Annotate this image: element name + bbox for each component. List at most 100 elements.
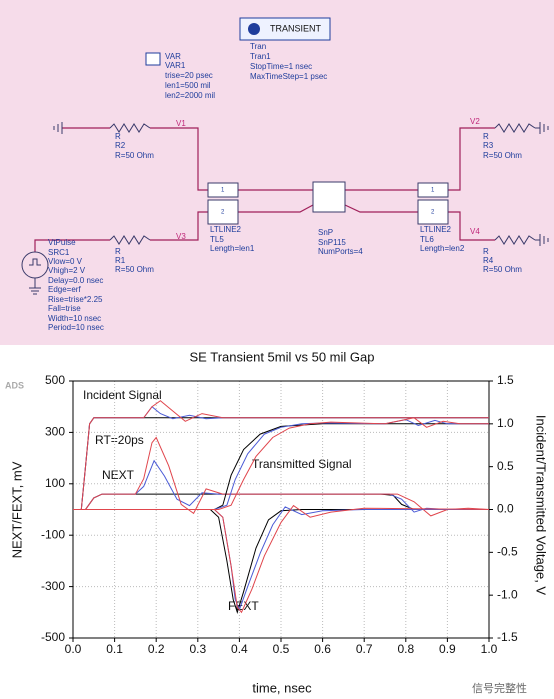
y-tick-label: 300 [45,425,65,439]
label: Length=len2 [420,244,465,253]
wires [34,127,495,252]
label: R [115,132,121,141]
label: len1=500 mil [165,81,211,90]
series-line [73,419,489,510]
snp-box [312,181,346,213]
series-line [73,504,490,614]
label: StopTime=1 nsec [250,62,312,71]
node-label: V1 [176,119,186,128]
label: Tran [250,42,266,51]
x-axis-label: time, nsec [252,680,312,695]
x-tick-label: 0.1 [106,642,123,656]
var-icon-box [145,52,161,66]
annotation: Transmitted Signal [252,457,352,471]
y2-tick-label: 0.0 [497,502,514,516]
y2-tick-label: 1.5 [497,373,514,387]
y-tick-label: -100 [41,527,65,541]
label: R2 [115,141,126,150]
label: Fall=trise [48,304,81,313]
label: len2=2000 mil [165,91,215,100]
label: R3 [483,141,494,150]
x-tick-label: 0.0 [65,642,82,656]
annotation: RT=20ps [95,433,144,447]
label: R [483,247,489,256]
y2-tick-label: 1.0 [497,416,514,430]
node-label: V4 [470,227,480,236]
label: Period=10 nsec [48,323,104,332]
y-tick-label: 100 [45,476,65,490]
schematic: TRANSIENT Tran Tran1 StopTime=1 nsec Max… [0,0,554,345]
label: VtPulse [48,238,76,247]
x-tick-label: 0.2 [148,642,165,656]
node-label: V3 [176,232,186,241]
chart-background [0,345,554,699]
label: SnP115 [318,238,346,247]
x-tick-label: 0.4 [231,642,248,656]
label: Edge=erf [48,285,81,294]
label: Tran1 [250,52,271,61]
tl6-port-box [417,182,449,198]
y2-tick-label: -1.5 [497,630,518,644]
y2-tick-label: -1.0 [497,587,518,601]
resistors [109,123,536,245]
tl6-port-box [417,199,449,225]
y2-tick-label: -0.5 [497,545,518,559]
node-label: V2 [470,117,480,126]
annotation: Incident Signal [83,388,162,402]
series-line [73,417,489,510]
x-tick-label: 0.8 [397,642,414,656]
label: LTLINE2 [420,225,452,234]
pulse-glyph [29,258,41,266]
x-tick-label: 0.7 [356,642,373,656]
label: R1 [115,256,126,265]
y-tick-label: -500 [41,630,65,644]
x-tick-label: 1.0 [481,642,498,656]
series-line [73,436,490,517]
x-tick-label: 0.6 [314,642,331,656]
schematic-background [0,0,554,345]
annotation: NEXT [102,468,135,482]
chart: SE Transient 5mil vs 50 mil Gap time, ns… [0,345,554,699]
transient-button[interactable]: TRANSIENT [270,23,322,33]
label: R=50 Ohm [115,265,154,274]
port-label: 2 [431,210,435,216]
y-axis-label: NEXT/FEXT, mV [9,461,24,558]
transient-box[interactable] [239,17,331,41]
x-tick-label: 0.5 [273,642,290,656]
chart-title: SE Transient 5mil vs 50 mil Gap [190,349,375,364]
transient-icon [248,23,260,35]
annotation: ADS [5,380,24,390]
port-label: 2 [221,210,225,216]
series-line [73,509,489,614]
label: Rise=trise*2.25 [48,295,103,304]
label: MaxTimeStep=1 psec [250,72,327,81]
label: VAR1 [165,61,186,70]
label: TL6 [420,235,434,244]
label: R [115,247,121,256]
label: R=50 Ohm [115,151,154,160]
y-tick-label: 500 [45,373,65,387]
label: Delay=0.0 nsec [48,276,103,285]
label: Width=10 nsec [48,314,101,323]
annotation: FEXT [228,599,259,613]
label: R=50 Ohm [483,265,522,274]
var-icon: VAR [165,52,181,61]
label: SRC1 [48,248,70,257]
y-tick-label: -300 [41,579,65,593]
port-label: 1 [221,188,225,194]
label: TL5 [210,235,224,244]
series-line [73,400,489,510]
label: LTLINE2 [210,225,242,234]
watermark: 信号完整性 [472,681,527,695]
source [21,251,49,279]
tl5-port-box [207,182,239,198]
x-tick-label: 0.9 [439,642,456,656]
y2-tick-label: 0.5 [497,459,514,473]
label: R4 [483,256,494,265]
tl5-port-box [207,199,239,225]
port-label: 1 [431,188,435,194]
x-tick-label: 0.3 [189,642,206,656]
label: Vlow=0 V [48,257,83,266]
label: Vhigh=2 V [48,266,86,275]
